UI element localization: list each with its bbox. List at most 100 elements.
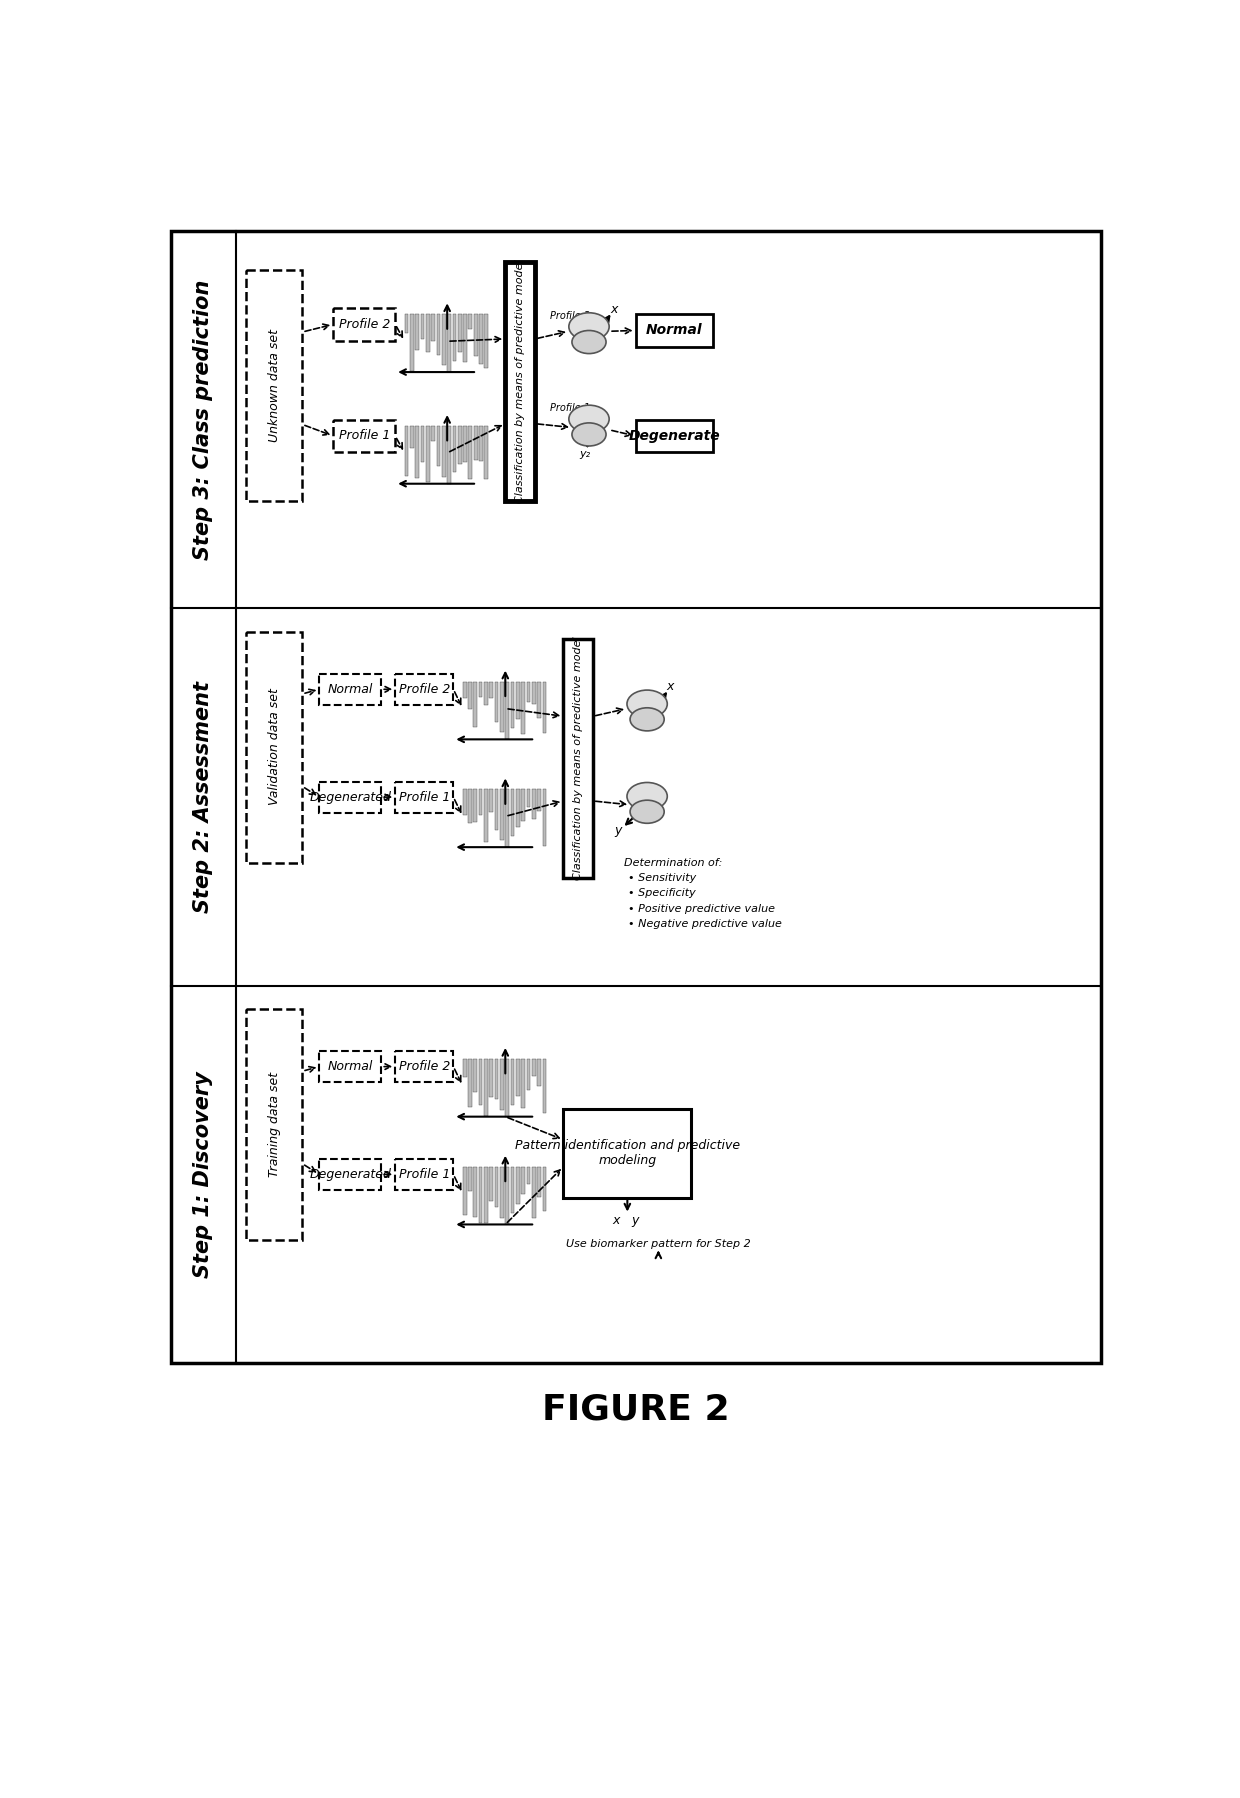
Text: x: x [610, 304, 618, 316]
Bar [532, 789, 536, 820]
Text: • Sensitivity: • Sensitivity [627, 874, 696, 883]
Text: Normal: Normal [327, 1061, 373, 1073]
Text: Determination of:: Determination of: [624, 858, 722, 868]
Bar [463, 1167, 466, 1215]
Bar [527, 681, 531, 701]
Bar [415, 315, 419, 351]
Bar [532, 681, 536, 703]
Bar [495, 681, 498, 723]
Bar [247, 270, 303, 500]
Bar [320, 782, 382, 813]
Bar [396, 1052, 454, 1082]
Bar [506, 1167, 510, 1224]
Bar [469, 315, 472, 329]
Bar [635, 419, 713, 451]
Bar [479, 1059, 482, 1104]
Bar [404, 426, 408, 476]
Text: y: y [631, 1214, 639, 1226]
Bar [500, 1167, 503, 1217]
Bar [474, 1059, 477, 1093]
Bar [410, 315, 414, 370]
Bar [511, 1167, 515, 1214]
Text: Classification by means of predictive model: Classification by means of predictive mo… [573, 636, 583, 881]
Bar [521, 789, 525, 822]
Bar [490, 1059, 494, 1097]
Bar [490, 1167, 494, 1201]
Bar [320, 674, 382, 705]
Bar [495, 789, 498, 831]
Bar [516, 789, 520, 827]
Text: Profile 2: Profile 2 [339, 318, 389, 331]
Bar [410, 426, 414, 448]
Bar [467, 1167, 472, 1192]
Bar [563, 1109, 692, 1197]
Bar [511, 789, 515, 836]
Bar [527, 1167, 531, 1183]
Bar [432, 315, 435, 342]
Bar [521, 1167, 525, 1194]
Text: Profile 2: Profile 2 [398, 1061, 450, 1073]
Bar [247, 1009, 303, 1241]
Bar [527, 1059, 531, 1090]
Bar [485, 315, 489, 367]
Bar [516, 1167, 520, 1205]
Bar [506, 263, 534, 500]
Bar [532, 1059, 536, 1077]
Ellipse shape [630, 800, 665, 823]
Text: Step 1: Discovery: Step 1: Discovery [193, 1072, 213, 1278]
Bar [500, 681, 503, 732]
Bar [485, 426, 489, 478]
Bar [334, 307, 396, 340]
Text: • Positive predictive value: • Positive predictive value [627, 904, 775, 913]
Ellipse shape [569, 313, 609, 340]
Bar [479, 426, 484, 460]
Bar [543, 789, 547, 847]
Bar [516, 1059, 520, 1097]
Bar [484, 789, 487, 841]
Bar [436, 426, 440, 466]
Bar [500, 1059, 503, 1109]
Text: x: x [667, 680, 675, 694]
Bar [474, 681, 477, 726]
Bar [453, 315, 456, 361]
Ellipse shape [572, 331, 606, 354]
Bar [404, 315, 408, 333]
Bar [448, 426, 451, 484]
Bar [247, 631, 303, 863]
Bar [463, 1059, 466, 1077]
Text: • Specificity: • Specificity [627, 888, 696, 899]
Bar [474, 426, 477, 460]
Text: Degenerated: Degenerated [309, 1169, 392, 1181]
Bar [453, 426, 456, 473]
Bar [490, 789, 494, 813]
Bar [635, 315, 713, 347]
Text: Profile 1: Profile 1 [551, 403, 590, 414]
Bar [469, 426, 472, 478]
Bar [537, 1167, 541, 1197]
Ellipse shape [627, 782, 667, 811]
Bar [500, 789, 503, 840]
Bar [420, 315, 424, 340]
Text: Pattern identification and predictive
modeling: Pattern identification and predictive mo… [515, 1140, 740, 1167]
Bar [532, 1167, 536, 1219]
Text: Degenerate: Degenerate [629, 430, 720, 442]
Bar [506, 789, 510, 847]
Bar [458, 426, 461, 464]
Text: y₂: y₂ [579, 450, 590, 460]
Bar [171, 232, 1101, 1363]
Text: Step 2: Assessment: Step 2: Assessment [193, 681, 213, 913]
Bar [484, 1059, 487, 1117]
Bar [464, 426, 467, 462]
Text: • Negative predictive value: • Negative predictive value [627, 919, 781, 930]
Text: Profile 1: Profile 1 [398, 1169, 450, 1181]
Bar [320, 1160, 382, 1190]
Bar [320, 1052, 382, 1082]
Bar [432, 426, 435, 441]
Bar [484, 1167, 487, 1223]
Text: Use biomarker pattern for Step 2: Use biomarker pattern for Step 2 [565, 1239, 750, 1248]
Bar [467, 681, 472, 708]
Bar [563, 640, 593, 877]
Bar [425, 426, 430, 482]
Bar [463, 789, 466, 814]
Bar [420, 426, 424, 462]
